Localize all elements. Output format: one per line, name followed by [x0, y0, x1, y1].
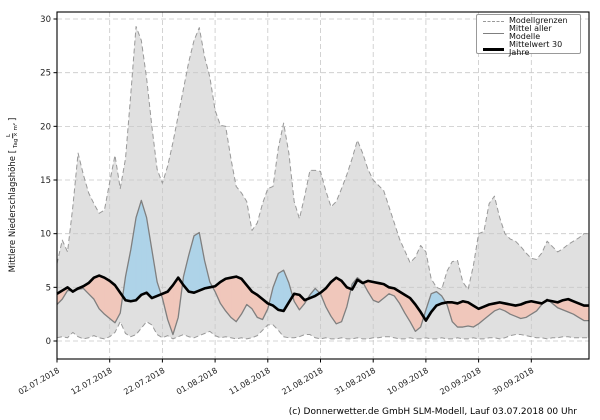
legend: Modellgrenzen Mittel aller Modelle Mitte… — [476, 14, 581, 57]
svg-text:20: 20 — [40, 122, 51, 132]
y-axis-title-text: Mittlere Niederschlagshöhe [ — [8, 149, 18, 273]
unit-denominator: Tag × m² — [13, 122, 20, 148]
svg-text:30: 30 — [40, 15, 51, 25]
gray-line-swatch — [483, 32, 504, 34]
svg-text:0: 0 — [46, 337, 51, 347]
legend-label: Mittelwert 30 Jahre — [509, 40, 563, 57]
legend-label: Modellgrenzen — [509, 16, 568, 25]
y-axis-title-bracket: ] — [8, 117, 18, 121]
black-line-swatch — [483, 47, 504, 51]
unit-fraction: L Tag × m² — [6, 123, 20, 148]
legend-item-mittelwert-30-jahre: Mittelwert 30 Jahre — [483, 41, 578, 57]
dashed-line-swatch — [483, 20, 504, 22]
legend-label: Mittel aller Modelle — [509, 24, 552, 41]
legend-item-modellgrenzen: Modellgrenzen — [483, 17, 578, 25]
y-axis-title: Mittlere Niederschlagshöhe [ L Tag × m² … — [6, 117, 20, 273]
svg-text:10: 10 — [40, 230, 51, 240]
svg-text:25: 25 — [40, 69, 51, 79]
svg-text:5: 5 — [46, 283, 51, 293]
copyright-footer: (c) Donnerwetter.de GmbH SLM-Modell, Lau… — [288, 407, 577, 417]
svg-text:15: 15 — [40, 176, 51, 186]
legend-item-mittel-aller-modelle: Mittel aller Modelle — [483, 25, 578, 41]
